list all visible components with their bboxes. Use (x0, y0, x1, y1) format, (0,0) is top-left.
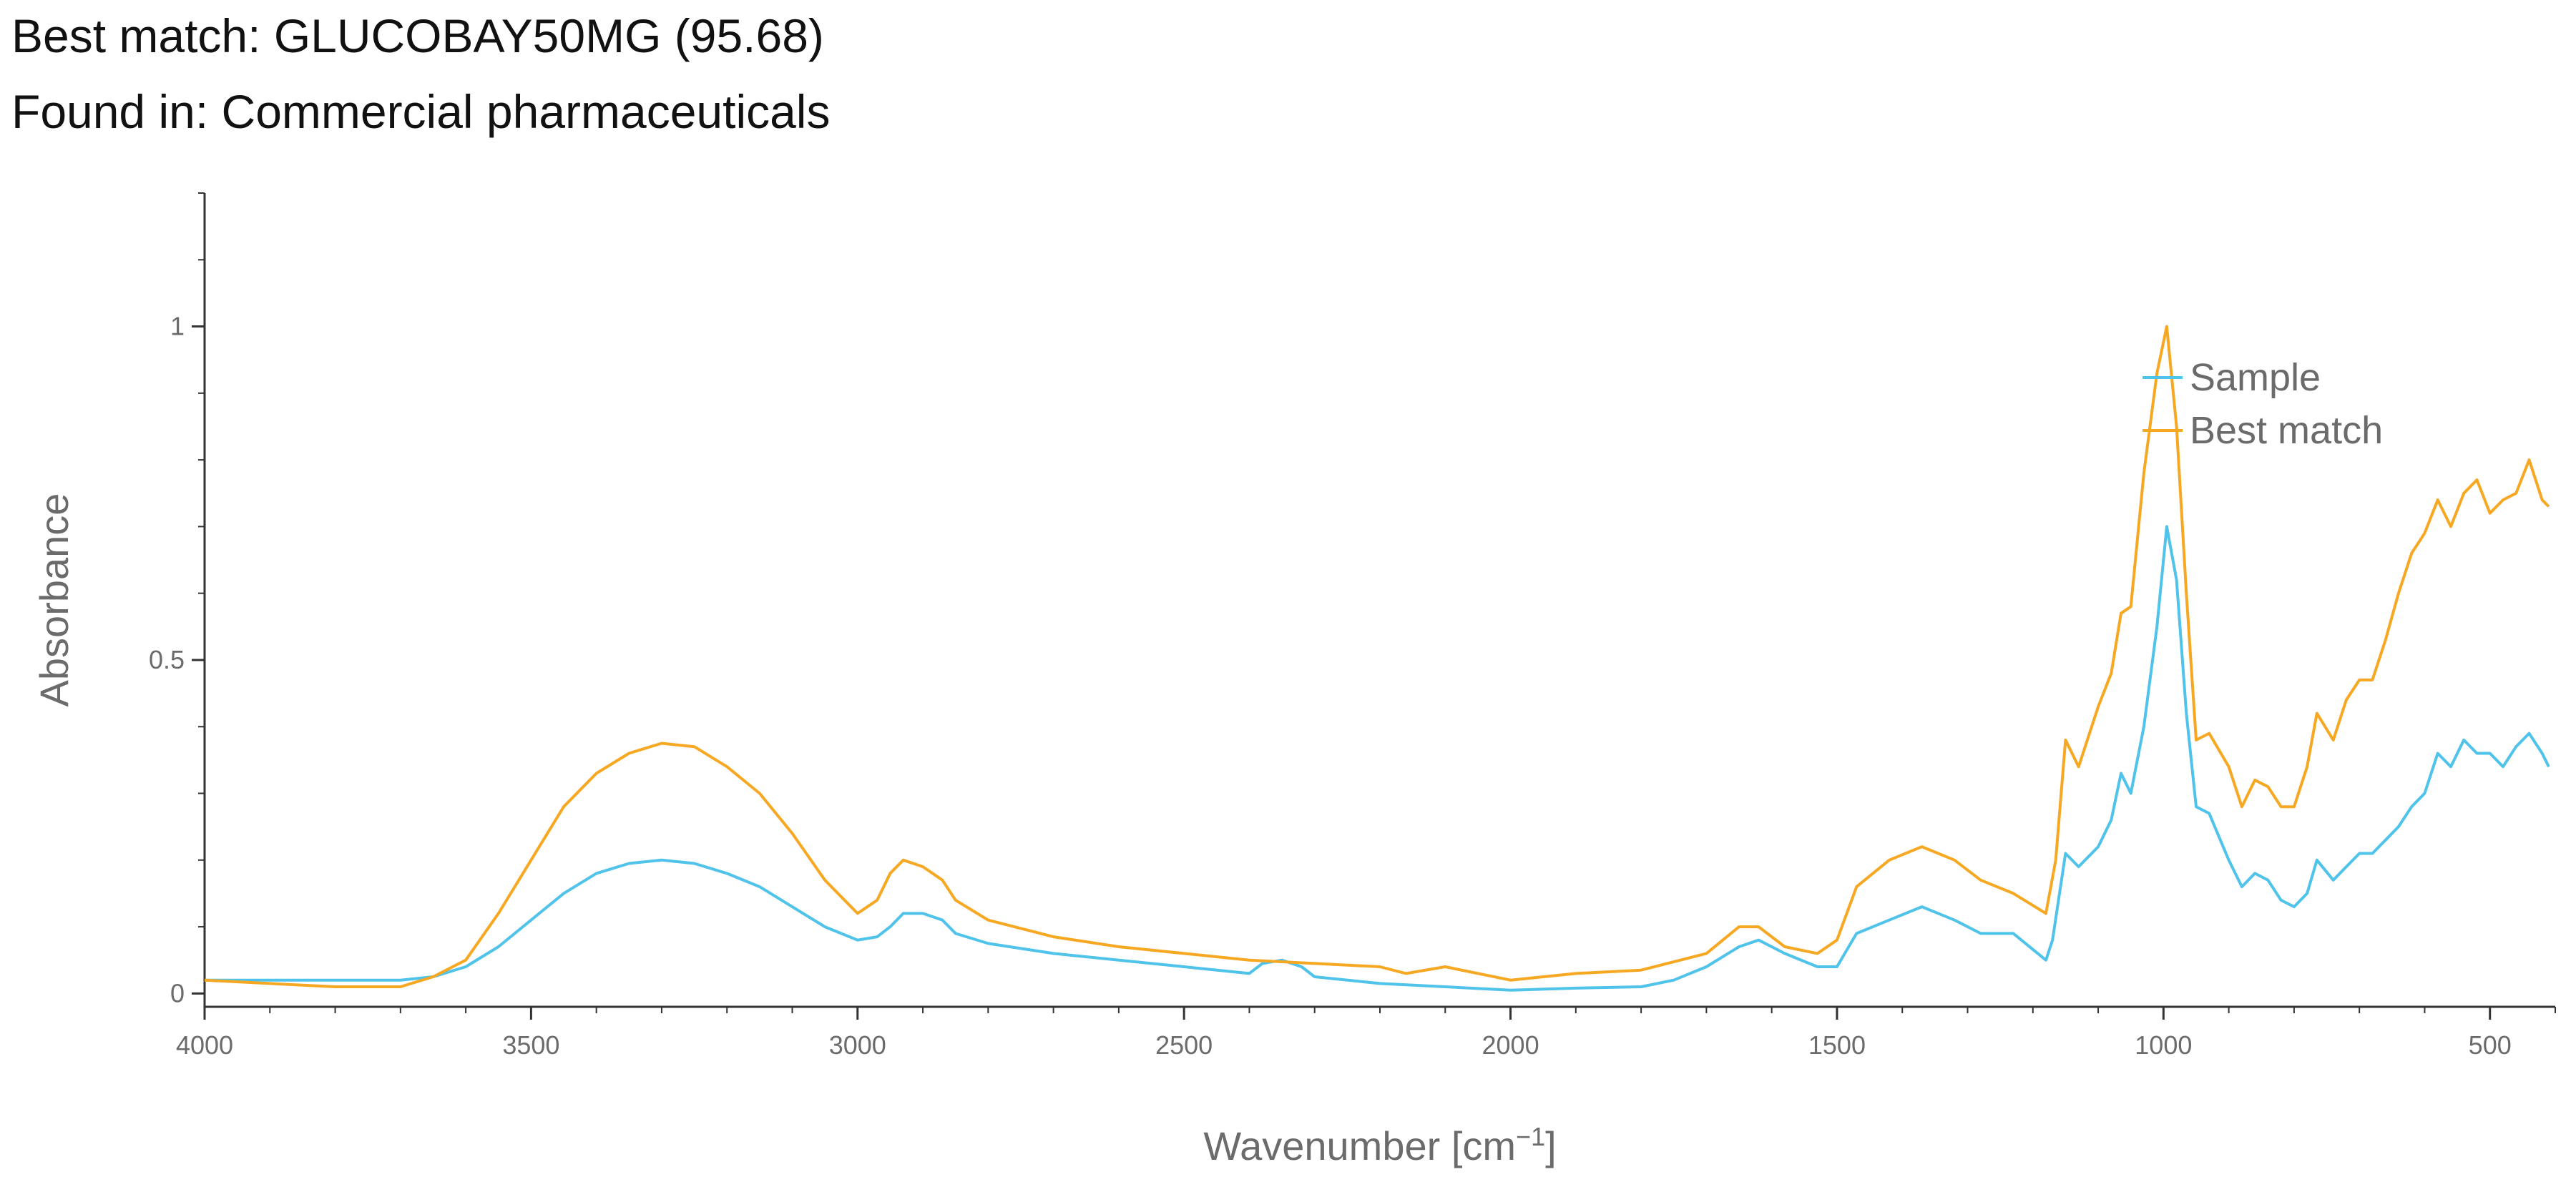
y-tick-label: 0 (170, 978, 185, 1008)
x-axis-title-close: ] (1545, 1123, 1557, 1168)
legend-label: Best match (2190, 409, 2383, 452)
series-line-sample (205, 525, 2550, 992)
x-axis-title-text: Wavenumber [cm (1203, 1123, 1516, 1168)
y-tick-label: 1 (170, 312, 185, 341)
chart-legend: Sample Best match (2142, 356, 2383, 452)
x-axis-title: Wavenumber [cm−1] (1203, 1122, 1556, 1169)
legend-label: Sample (2190, 356, 2321, 399)
x-tick-label: 4000 (176, 1030, 233, 1060)
series-layer (204, 325, 2550, 992)
chart-axes: 0 0.5 1 4000 3500 3000 2500 2000 1500 1000 500 (149, 192, 2556, 1060)
found-in-heading: Found in: Commercial pharmaceuticals (11, 84, 830, 139)
best-match-score: (95.68) (674, 9, 824, 62)
x-tick-label: 3500 (502, 1030, 559, 1060)
found-in-value: Commercial pharmaceuticals (221, 85, 831, 138)
x-tick-label: 3000 (829, 1030, 886, 1060)
best-match-prefix: Best match: (11, 9, 274, 62)
x-tick-label: 1500 (1808, 1030, 1866, 1060)
x-axis-title-superscript: −1 (1516, 1122, 1545, 1151)
x-tick-label: 500 (2469, 1030, 2512, 1060)
x-tick-label: 1000 (2135, 1030, 2192, 1060)
best-match-name: GLUCOBAY50MG (273, 9, 662, 62)
y-tick-label: 0.5 (149, 645, 185, 674)
y-axis-title: Absorbance (31, 493, 77, 707)
x-tick-label: 2500 (1155, 1030, 1213, 1060)
x-tick-label: 2000 (1482, 1030, 1539, 1060)
found-in-prefix: Found in: (11, 85, 222, 138)
best-match-heading: Best match: GLUCOBAY50MG (95.68) (11, 9, 824, 63)
series-line-best-match (204, 325, 2550, 988)
